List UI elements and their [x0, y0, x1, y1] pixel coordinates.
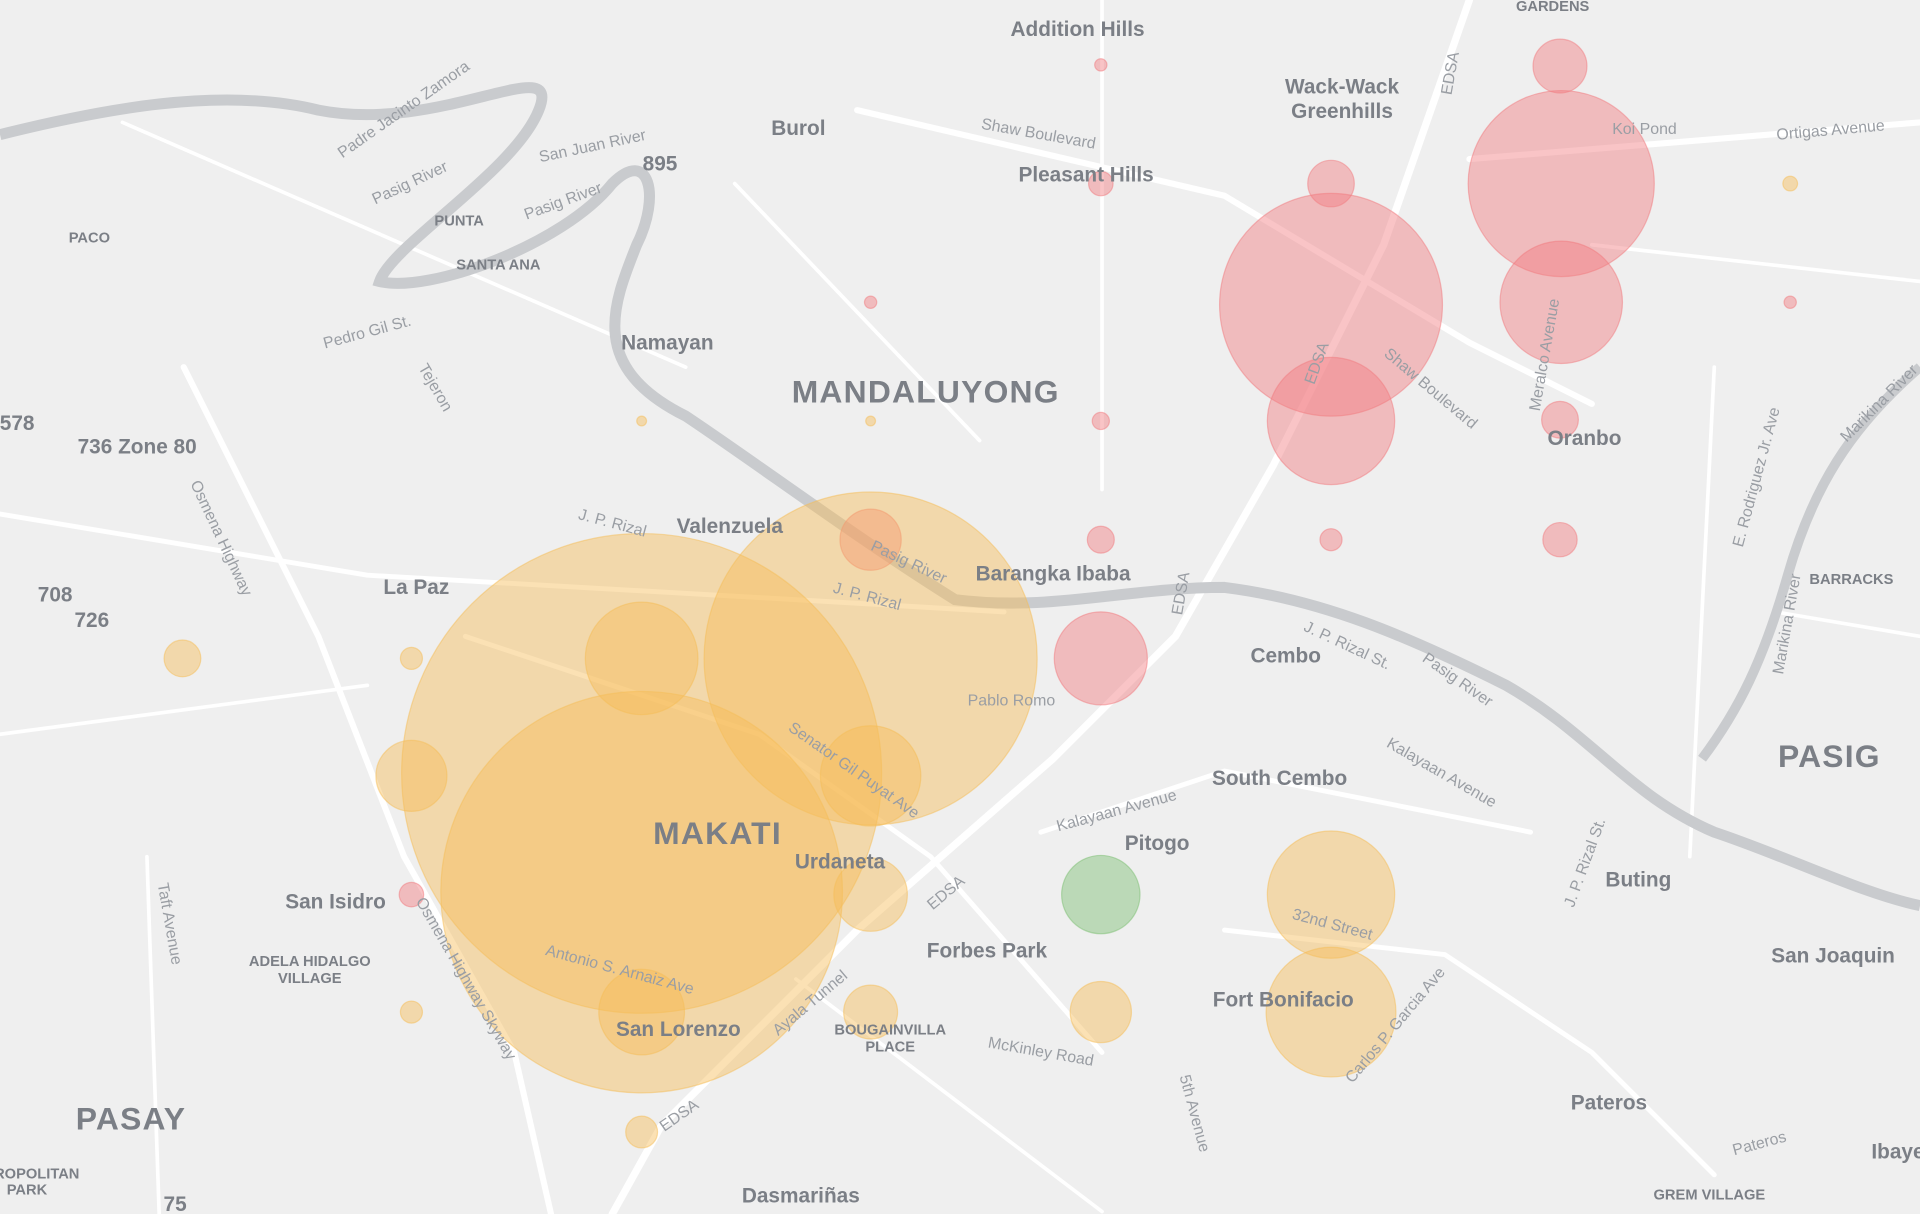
shaw-boulevard	[854, 107, 1595, 407]
place-label: Pateros	[1571, 1091, 1647, 1114]
pasig-river	[0, 82, 1920, 911]
bubble	[1091, 411, 1110, 431]
bubble	[833, 857, 908, 932]
place-label: Namayan	[621, 331, 714, 354]
bubble	[1094, 58, 1108, 72]
place-label: Barangka Ibaba	[976, 563, 1131, 586]
bubble	[1541, 400, 1579, 439]
jp-rizal	[0, 511, 1007, 615]
place-label: GREM VILLAGE	[1654, 1188, 1766, 1204]
place-label: San Lorenzo	[616, 1018, 741, 1041]
bubble	[1265, 946, 1397, 1078]
place-label: South Cembo	[1212, 767, 1347, 790]
bubble	[839, 508, 902, 571]
bubble	[1266, 356, 1396, 486]
place-label: Pitogo	[1125, 832, 1190, 855]
bubble	[398, 881, 425, 908]
place-label: PLACE	[865, 1039, 915, 1055]
bubble	[703, 491, 1038, 826]
bubble	[163, 639, 202, 678]
place-label: 726	[74, 609, 109, 632]
bubble	[863, 295, 878, 310]
bubble	[1307, 159, 1355, 208]
kalayaan	[1038, 768, 1534, 835]
place-label: Buting	[1605, 869, 1671, 892]
bubble	[399, 1000, 424, 1024]
bubble	[1499, 240, 1624, 365]
gil-puyat	[462, 633, 1105, 1055]
place-label: Forbes Park	[927, 940, 1048, 963]
place-label: Urdaneta	[795, 850, 886, 873]
place-label: San Isidro	[285, 891, 386, 914]
place-label: San Joaquin	[1771, 945, 1895, 968]
bubble	[399, 646, 424, 671]
place-label: PARK	[7, 1183, 48, 1199]
bubble	[1467, 89, 1655, 278]
place-label: Wack-Wack	[1285, 76, 1400, 99]
place-label: 578	[0, 412, 34, 435]
bubble	[584, 601, 699, 716]
bubble	[1532, 38, 1588, 94]
place-label: Burol	[771, 117, 825, 140]
bubble	[1782, 175, 1799, 192]
place-label: 895	[643, 153, 678, 176]
bubble	[1783, 295, 1797, 310]
place-label: Valenzuela	[677, 515, 784, 538]
place-label: La Paz	[383, 576, 449, 599]
ortigas-avenue	[1466, 119, 1920, 163]
bubble	[1086, 525, 1115, 554]
place-label: BARRACKS	[1809, 572, 1893, 588]
place-label: Ibaye	[1871, 1140, 1920, 1163]
place-label: Oranbo	[1548, 427, 1622, 450]
place-label: 75	[164, 1193, 187, 1214]
place-label: Dasmariñas	[742, 1184, 860, 1207]
bubble	[1061, 854, 1141, 935]
bubble	[865, 415, 877, 427]
bubble	[1087, 170, 1114, 197]
place-label: Pleasant Hills	[1018, 164, 1153, 187]
marikina-river	[1698, 363, 1920, 762]
place-label: Fort Bonifacio	[1213, 989, 1354, 1012]
bubble	[1319, 528, 1343, 552]
place-label: BOUGAINVILLA	[834, 1022, 946, 1038]
bubble	[843, 984, 899, 1040]
place-label: PASAY	[76, 1100, 186, 1136]
place-label: Greenhills	[1291, 100, 1393, 123]
bubble	[1069, 980, 1133, 1044]
bubble	[440, 690, 844, 1094]
place-label: MAKATI	[653, 815, 782, 851]
road-label: Pablo Romo	[968, 692, 1056, 709]
bubble	[625, 1115, 659, 1149]
place-label: PACO	[69, 231, 110, 247]
place-label: Cembo	[1250, 645, 1321, 668]
bubble	[1542, 521, 1578, 558]
place-label: ROPOLITAN	[0, 1167, 79, 1183]
bubble	[1266, 830, 1396, 959]
place-label: Addition Hills	[1011, 18, 1145, 41]
place-label: ADELA HIDALGO	[249, 954, 371, 970]
bgc-road	[1222, 927, 1717, 1178]
road-label: Koi Pond	[1612, 121, 1677, 138]
place-label: VILLAGE	[278, 971, 342, 987]
place-label: 736 Zone 80	[78, 435, 197, 458]
bubble	[1053, 611, 1148, 706]
bubble	[819, 725, 922, 827]
bubble	[636, 415, 648, 427]
place-label: 708	[38, 583, 73, 606]
bubble	[401, 532, 883, 1014]
place-label: MANDALUYONG	[792, 373, 1060, 409]
place-label: GARDENS	[1516, 0, 1590, 15]
bubble	[598, 968, 686, 1056]
bubble-layer	[163, 38, 1799, 1149]
bubble	[1218, 192, 1444, 417]
place-label: SANTA ANA	[456, 257, 541, 273]
bubble	[375, 739, 448, 812]
place-label: PUNTA	[434, 213, 484, 229]
osmena-highway	[180, 364, 555, 1214]
place-label: PASIG	[1778, 738, 1881, 774]
